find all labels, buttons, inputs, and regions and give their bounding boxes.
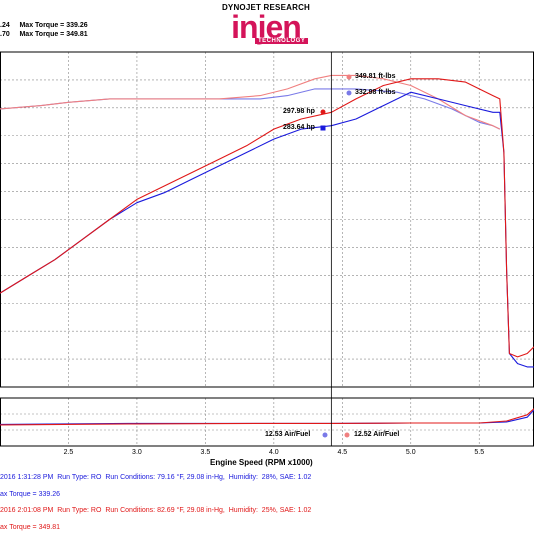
red-torque-label: 349.81 ft-lbs: [355, 73, 396, 80]
red-hp-marker: [320, 109, 326, 115]
logo: DYNOJET RESEARCH injen: [206, 3, 326, 45]
run-max-torque-1: ax Torque = 339.26: [0, 491, 61, 498]
header-value: .24: [0, 22, 10, 29]
blue-afr-label: 12.53 Air/Fuel: [265, 431, 311, 438]
red-afr-label: 12.52 Air/Fuel: [354, 431, 400, 438]
cursor-markers: [320, 74, 352, 438]
header-max-torque-1: Max Torque = 339.26: [19, 22, 88, 29]
blue-torque-marker: [346, 90, 352, 96]
red-torque-marker: [346, 74, 352, 80]
x-axis-label: Engine Speed (RPM x1000): [210, 458, 313, 467]
injen-logo: injen: [231, 9, 302, 45]
red-afr-marker: [344, 432, 350, 438]
dynojet-title: DYNOJET RESEARCH: [221, 3, 311, 12]
blue-torque-label: 332.98 ft-lbs: [355, 89, 396, 96]
x-tick-label: 2.5: [64, 449, 74, 456]
x-tick-label: 5.5: [474, 449, 484, 456]
blue-hp-label: 283.64 hp: [283, 124, 315, 131]
run-1-afr-line: [0, 409, 534, 425]
run-info-2: 2016 2:01:08 PM Run Type: RO Run Conditi…: [0, 507, 312, 514]
run-2-power-line: [0, 78, 534, 358]
x-tick-label: 5.0: [406, 449, 416, 456]
afr-panel-frame: [0, 397, 534, 447]
series-lines: [0, 74, 534, 426]
run-max-torque-2: ax Torque = 349.81: [0, 524, 61, 531]
header-left-line2: .70 Max Torque = 349.81: [0, 31, 88, 38]
run-info-1: 2016 1:31:28 PM Run Type: RO Run Conditi…: [0, 474, 312, 481]
header-left-line1: .24 Max Torque = 339.26: [0, 22, 88, 29]
x-ticks: 2.5 3.0 3.5 4.0 4.5 5.0 5.5: [64, 449, 485, 456]
chart-frames: [0, 51, 534, 447]
grid: [0, 52, 534, 446]
x-tick-label: 3.0: [132, 449, 142, 456]
run-1-torque-line: [0, 88, 501, 130]
run-2-torque-line: [0, 74, 501, 130]
header-value-2: .70: [0, 31, 10, 38]
injen-technology-label: TECHNOLOGY: [255, 38, 309, 44]
run-2-afr-line: [0, 408, 534, 426]
x-tick-label: 3.5: [201, 449, 211, 456]
x-tick-label: 4.5: [337, 449, 347, 456]
red-hp-label: 297.98 hp: [283, 108, 315, 115]
x-tick-label: 4.0: [269, 449, 279, 456]
blue-hp-marker: [320, 125, 326, 131]
blue-afr-marker: [322, 432, 328, 438]
header-max-torque-2: Max Torque = 349.81: [19, 31, 88, 38]
